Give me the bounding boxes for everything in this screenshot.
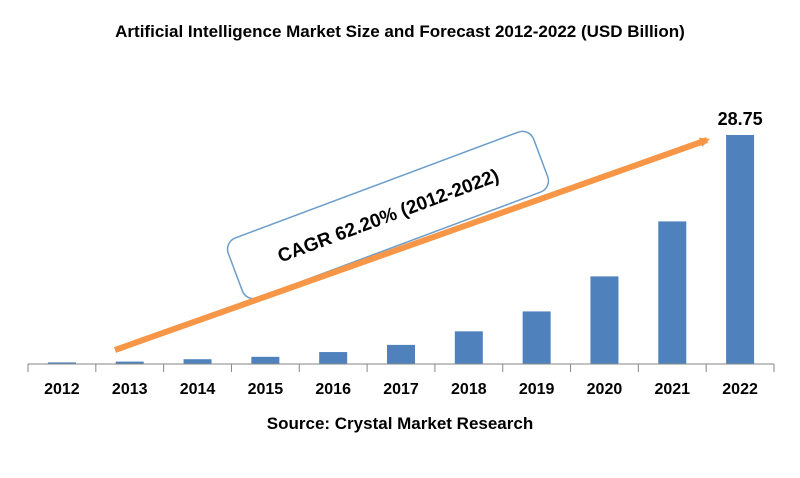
x-axis [27,363,775,372]
bar-2014 [183,359,212,364]
bar-2020 [590,276,619,364]
x-tick-label-2020: 2020 [587,381,623,398]
growth-arrow [113,137,710,353]
cagr-callout-box [226,130,550,300]
chart-title: Artificial Intelligence Market Size and … [115,22,685,41]
x-tick-label-2018: 2018 [451,381,487,398]
source-text: Source: Crystal Market Research [266,414,534,433]
x-tick-label-2022: 2022 [722,381,758,398]
bar-2021 [658,221,687,364]
bar-2019 [522,311,551,364]
x-tick-labels: 2012 2013 2014 2015 2016 2017 2018 2019 2020 2021… [44,109,763,398]
x-tick-label-2015: 2015 [248,381,284,398]
x-tick-label-2012: 2012 [44,381,80,398]
bar-2018 [454,331,483,364]
bar-2013 [115,361,144,364]
x-tick-label-2017: 2017 [383,381,419,398]
data-label-2022: 28.75 [718,109,763,129]
bar-2017 [387,344,415,364]
x-tick-label-2013: 2013 [112,381,148,398]
x-tick-label-2016: 2016 [315,381,351,398]
bar-2016 [319,352,348,364]
bar-2015 [251,356,280,364]
bar-2022 [726,134,755,364]
x-tick-label-2021: 2021 [654,381,690,398]
bars-group [47,134,755,364]
x-tick-label-2019: 2019 [519,381,555,398]
x-tick-label-2014: 2014 [180,381,216,398]
bar-2012 [47,362,76,364]
